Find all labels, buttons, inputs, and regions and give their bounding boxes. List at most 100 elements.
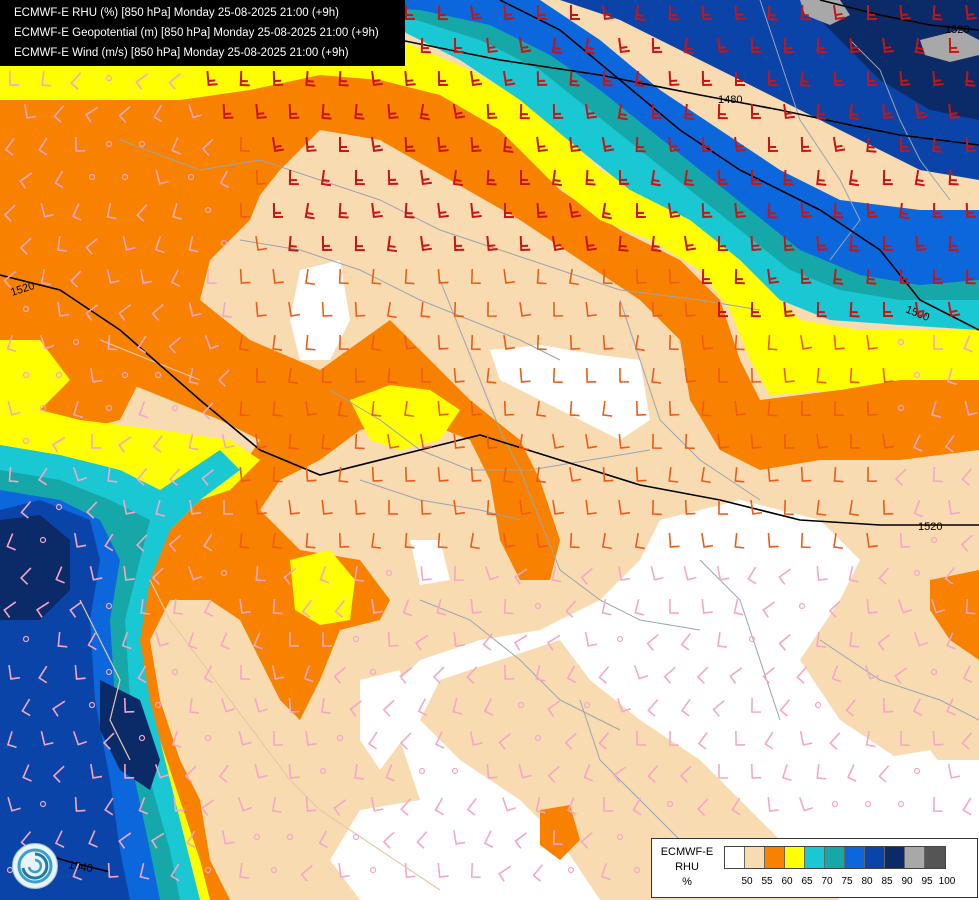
wind-barb xyxy=(569,334,581,350)
wind-barb xyxy=(138,734,146,742)
wind-barb xyxy=(519,367,531,383)
wind-barb xyxy=(580,831,593,849)
wind-barb xyxy=(105,140,113,148)
wind-barb xyxy=(798,602,806,610)
contour-label: 1540 xyxy=(67,859,93,875)
wind-barb xyxy=(536,334,547,351)
wind-barb xyxy=(486,763,498,779)
wind-barb xyxy=(751,367,762,383)
wind-barb xyxy=(882,37,894,54)
wind-barb xyxy=(750,763,762,779)
wind-barb xyxy=(551,169,563,187)
wind-barb xyxy=(222,301,233,318)
wind-barb xyxy=(536,70,548,87)
wind-barb xyxy=(305,334,316,351)
wind-barb xyxy=(767,202,778,219)
wind-barb xyxy=(684,367,696,383)
wind-barb xyxy=(764,731,774,750)
wind-barb xyxy=(55,566,65,584)
wind-barb xyxy=(74,796,86,812)
legend-swatch xyxy=(825,847,845,868)
legend-tick-label: 65 xyxy=(801,876,813,887)
wind-barb xyxy=(585,235,597,252)
wind-barb xyxy=(253,632,263,650)
wind-barb xyxy=(569,136,581,153)
wind-barb xyxy=(650,566,664,581)
wind-barb xyxy=(569,466,582,482)
wind-barb xyxy=(186,830,196,849)
legend-ticks: 50 55 60 65 70 75 80 85 90 95 100 xyxy=(737,876,957,887)
wind-barb xyxy=(188,104,202,119)
wind-barb xyxy=(354,433,365,450)
wind-barb xyxy=(51,436,66,453)
wind-barb xyxy=(915,301,928,318)
wind-barb xyxy=(799,730,813,746)
wind-barb xyxy=(683,37,694,55)
wind-barb xyxy=(616,635,624,643)
wind-barb xyxy=(105,74,113,82)
wind-barb xyxy=(933,334,943,350)
rhu-band-60 xyxy=(930,570,979,660)
wind-barb xyxy=(866,268,877,285)
rhu-band-90 xyxy=(800,0,979,120)
wind-barb xyxy=(816,235,828,252)
wind-barb xyxy=(717,103,728,120)
wind-barb xyxy=(452,698,463,715)
rhu-band-90 xyxy=(100,680,160,790)
wind-barb xyxy=(237,797,253,812)
wind-barb xyxy=(767,400,778,417)
wind-barb xyxy=(517,701,525,709)
wind-barb xyxy=(470,400,482,416)
wind-barb xyxy=(947,763,961,779)
wind-barb xyxy=(651,37,663,54)
wind-barb xyxy=(321,367,332,384)
wind-barb xyxy=(90,763,103,779)
country-borders xyxy=(119,0,979,841)
wind-barb xyxy=(750,235,762,252)
wind-barb xyxy=(729,667,743,684)
wind-barb xyxy=(535,466,546,484)
wind-barb xyxy=(882,433,895,449)
wind-barb xyxy=(619,367,630,383)
wind-barb xyxy=(567,797,577,815)
legend-swatch xyxy=(865,847,885,868)
wind-barb xyxy=(584,37,595,55)
wind-barb xyxy=(272,400,283,417)
wind-barb xyxy=(833,202,844,219)
wind-barb xyxy=(602,400,613,417)
wind-barb xyxy=(118,832,132,849)
wind-barb xyxy=(107,334,118,351)
wind-barb xyxy=(254,698,268,713)
wind-barb xyxy=(288,235,299,252)
wind-barb xyxy=(371,70,383,87)
wind-barb xyxy=(452,169,464,187)
wind-barb xyxy=(40,268,51,286)
wind-barb xyxy=(22,371,30,379)
wind-barb xyxy=(367,731,378,750)
legend-tick-label: 80 xyxy=(861,876,873,887)
wind-barb xyxy=(470,70,483,87)
wind-barb xyxy=(453,235,465,252)
wind-barb xyxy=(354,169,365,186)
wind-barb xyxy=(253,833,261,841)
wind-barb xyxy=(882,301,894,318)
wind-barb xyxy=(865,730,876,748)
wind-barb xyxy=(829,732,841,750)
wind-barb xyxy=(882,499,894,515)
rhu-band-90 xyxy=(0,515,70,620)
wind-barb xyxy=(453,367,465,383)
wind-barb xyxy=(683,103,695,121)
wind-barb xyxy=(154,236,165,254)
wind-barb xyxy=(668,532,680,548)
wind-barb xyxy=(750,37,762,54)
wind-barb xyxy=(569,400,580,417)
wind-barb xyxy=(503,532,516,548)
wind-barb xyxy=(652,433,662,450)
wind-barb xyxy=(750,301,761,318)
wind-barb xyxy=(568,268,579,286)
wind-barb xyxy=(151,567,164,585)
wind-barb xyxy=(486,235,498,252)
wind-barb xyxy=(354,565,365,582)
wind-barb xyxy=(437,466,449,482)
legend-title: ECMWF-E RHU % xyxy=(652,845,722,890)
